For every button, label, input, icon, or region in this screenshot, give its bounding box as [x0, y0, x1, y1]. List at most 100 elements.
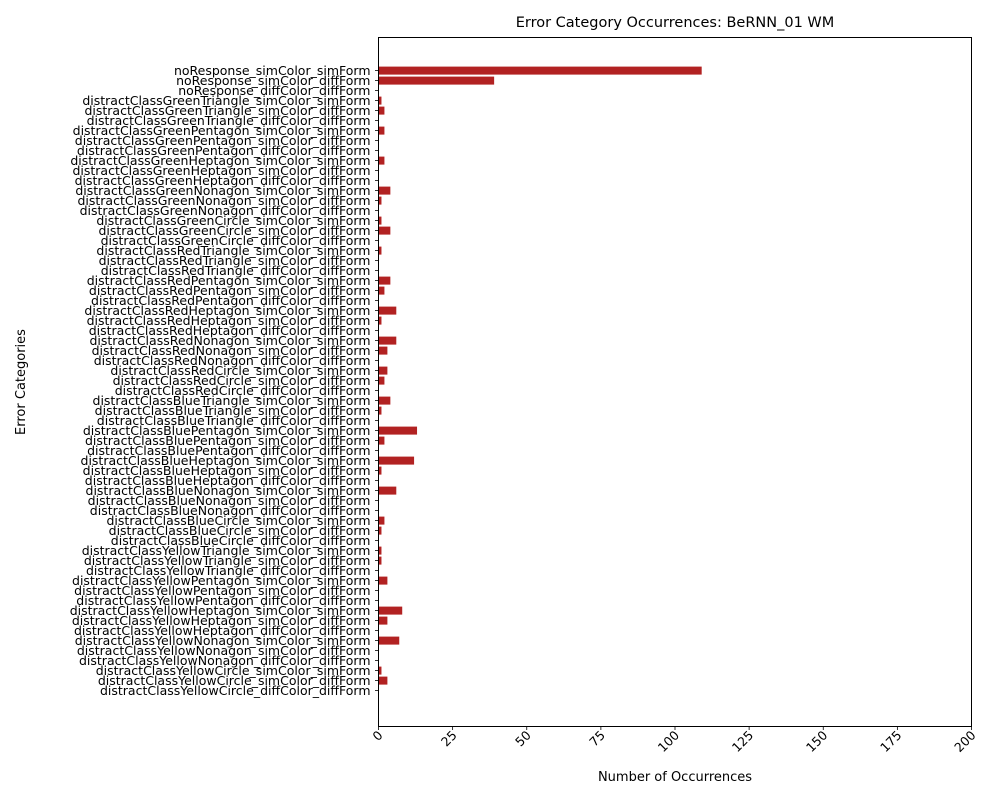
- y-tick-label: distractClassBlueCircle_simColor_diffFor…: [109, 523, 371, 538]
- bar: [378, 666, 382, 675]
- y-tick-label: noResponse_simColor_diffForm: [176, 73, 370, 88]
- y-tick-label: distractClassGreenCircle_simColor_simFor…: [96, 213, 370, 228]
- bar: [378, 456, 415, 465]
- y-tick-label: distractClassGreenTriangle_diffColor_dif…: [87, 113, 371, 128]
- bar: [378, 436, 385, 445]
- y-tick-label: distractClassRedTriangle_simColor_diffFo…: [99, 253, 371, 268]
- bar: [378, 276, 391, 285]
- y-tick-label: distractClassRedCircle_simColor_diffForm: [113, 373, 371, 388]
- bar: [378, 186, 391, 195]
- bar: [378, 636, 400, 645]
- y-tick-label: distractClassGreenCircle_simColor_diffFo…: [98, 223, 370, 238]
- y-tick-label: distractClassYellowCircle_diffColor_diff…: [100, 683, 371, 698]
- y-tick-label: distractClassRedPentagon_diffColor_diffF…: [91, 293, 370, 308]
- bar: [378, 576, 388, 585]
- y-tick-label: distractClassBlueNonagon_simColor_simFor…: [86, 483, 371, 498]
- y-tick-label: distractClassYellowNonagon_simColor_simF…: [75, 633, 371, 648]
- bar: [378, 246, 382, 255]
- y-tick-label: distractClassYellowNonagon_diffColor_dif…: [79, 653, 371, 668]
- bar: [378, 426, 418, 435]
- y-tick-label: distractClassRedNonagon_simColor_simForm: [89, 333, 370, 348]
- bar: [378, 216, 382, 225]
- bar: [378, 286, 385, 295]
- y-axis-label: Error Categories: [14, 329, 29, 435]
- y-tick-label: distractClassGreenPentagon_diffColor_dif…: [77, 143, 371, 158]
- bar: [378, 466, 382, 475]
- y-tick-label: distractClassBlueHeptagon_diffColor_diff…: [85, 473, 371, 488]
- y-tick-label: distractClassBlueCircle_simColor_simForm: [107, 513, 371, 528]
- chart-title: Error Category Occurrences: BeRNN_01 WM: [516, 15, 835, 31]
- bar: [378, 376, 385, 385]
- x-tick-label: 175: [877, 728, 904, 755]
- y-tick-label: distractClassGreenTriangle_simColor_simF…: [82, 93, 370, 108]
- y-tick-label: distractClassYellowCircle_simColor_simFo…: [96, 663, 371, 678]
- y-tick-label: distractClassBlueHeptagon_simColor_simFo…: [81, 453, 371, 468]
- y-tick-label: distractClassYellowPentagon_simColor_dif…: [74, 583, 370, 598]
- bar: [378, 76, 495, 85]
- y-tick-label: distractClassRedCircle_diffColor_diffFor…: [115, 383, 371, 398]
- bar: [378, 516, 385, 525]
- bar: [378, 396, 391, 405]
- x-tick-label: 50: [512, 727, 534, 749]
- bar: [378, 546, 382, 555]
- y-tick-label: distractClassYellowHeptagon_diffColor_di…: [74, 623, 371, 638]
- y-tick-label: distractClassRedNonagon_diffColor_diffFo…: [94, 353, 371, 368]
- y-tick-label: distractClassGreenCircle_diffColor_diffF…: [101, 233, 371, 248]
- y-tick-label: distractClassYellowTriangle_simColor_dif…: [84, 553, 371, 568]
- x-axis-label: Number of Occurrences: [598, 770, 752, 785]
- bar: [378, 616, 388, 625]
- bar: [378, 526, 382, 535]
- y-tick-label: distractClassYellowHeptagon_simColor_dif…: [72, 613, 371, 628]
- plot-area: [378, 37, 972, 727]
- y-tick-label: noResponse_diffColor_diffForm: [178, 83, 370, 98]
- y-tick-label: distractClassGreenHeptagon_diffColor_dif…: [75, 173, 371, 188]
- y-tick-label: distractClassRedTriangle_simColor_simFor…: [96, 243, 370, 258]
- bar: [378, 346, 388, 355]
- y-tick-label: distractClassYellowTriangle_simColor_sim…: [82, 543, 371, 558]
- bar: [378, 196, 382, 205]
- y-tick-label: distractClassBlueHeptagon_simColor_diffF…: [83, 463, 371, 478]
- bar: [378, 126, 385, 135]
- bar: [378, 676, 388, 685]
- y-tick-label: distractClassBlueNonagon_diffColor_diffF…: [90, 503, 371, 518]
- y-tick-label: distractClassRedPentagon_simColor_simFor…: [87, 273, 371, 288]
- bar: [378, 156, 385, 165]
- y-tick-label: distractClassRedHeptagon_simColor_simFor…: [84, 303, 370, 318]
- y-tick-label: distractClassGreenNonagon_diffColor_diff…: [80, 203, 371, 218]
- plot-frame: [378, 37, 972, 727]
- y-tick-label: noResponse_simColor_simForm: [174, 63, 371, 78]
- y-tick-label: distractClassBlueTriangle_simColor_diffF…: [95, 403, 371, 418]
- y-tick-label: distractClassGreenHeptagon_simColor_diff…: [72, 163, 370, 178]
- bar: [378, 66, 702, 75]
- y-tick-label: distractClassBlueTriangle_simColor_simFo…: [93, 393, 371, 408]
- y-tick-label: distractClassRedTriangle_diffColor_diffF…: [101, 263, 371, 278]
- y-tick-label: distractClassRedCircle_simColor_simForm: [110, 363, 370, 378]
- bar: [378, 486, 397, 495]
- y-tick-label: distractClassRedHeptagon_diffColor_diffF…: [89, 323, 371, 338]
- y-tick-label: distractClassYellowNonagon_simColor_diff…: [77, 643, 371, 658]
- y-tick-labels: noResponse_simColor_simFormnoResponse_si…: [70, 63, 379, 698]
- bar: [378, 366, 388, 375]
- y-tick-label: distractClassBlueTriangle_diffColor_diff…: [97, 413, 371, 428]
- y-tick-label: distractClassYellowPentagon_simColor_sim…: [72, 573, 370, 588]
- bar: [378, 606, 403, 615]
- y-tick-label: distractClassGreenTriangle_simColor_diff…: [84, 103, 370, 118]
- bar: [378, 306, 397, 315]
- bar: [378, 336, 397, 345]
- y-tick-label: distractClassBlueNonagon_simColor_diffFo…: [88, 493, 371, 508]
- bar: [378, 316, 382, 325]
- y-tick-label: distractClassRedNonagon_simColor_diffFor…: [92, 343, 371, 358]
- x-tick-label: 100: [655, 727, 683, 755]
- y-tick-label: distractClassRedHeptagon_simColor_diffFo…: [87, 313, 371, 328]
- y-tick-label: distractClassYellowCircle_simColor_diffF…: [98, 673, 371, 688]
- y-tick-label: distractClassRedPentagon_simColor_diffFo…: [89, 283, 371, 298]
- y-tick-label: distractClassBlueCircle_diffColor_diffFo…: [111, 533, 371, 548]
- y-tick-label: distractClassYellowPentagon_diffColor_di…: [76, 593, 370, 608]
- x-tick-label: 25: [438, 728, 460, 750]
- y-tick-label: distractClassYellowTriangle_diffColor_di…: [86, 563, 371, 578]
- x-tick-label: 125: [729, 728, 756, 755]
- bar: [378, 106, 385, 115]
- bar: [378, 556, 382, 565]
- y-tick-label: distractClassBluePentagon_diffColor_diff…: [87, 443, 370, 458]
- x-tick-label: 150: [803, 727, 831, 755]
